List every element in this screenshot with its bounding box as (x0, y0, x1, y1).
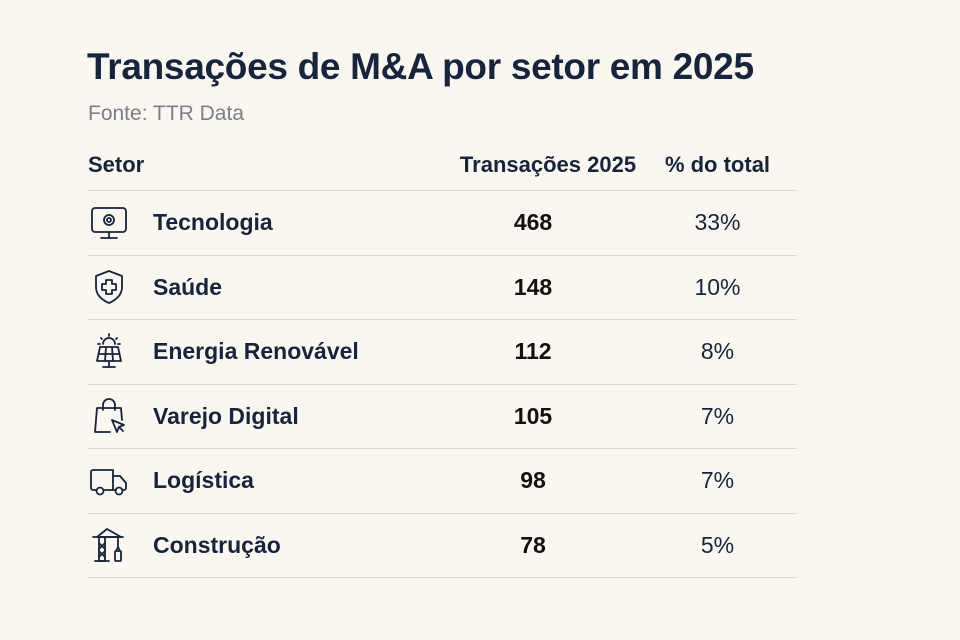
share-value: 5% (700, 531, 735, 558)
table-header: Setor Transações 2025 % do total (88, 140, 797, 191)
header-transactions: Transações 2025 (459, 152, 637, 177)
sector-table: Setor Transações 2025 % do total Tecnolo… (88, 140, 797, 578)
transactions-value: 78 (520, 531, 546, 558)
shopping-bag-cursor-icon (88, 395, 130, 437)
table-row: Varejo Digital 105 7% (88, 385, 797, 449)
table-row: Energia Renovável 112 8% (88, 320, 797, 385)
page-title: Transações de M&A por setor em 2025 (87, 46, 754, 87)
crane-icon (88, 524, 130, 566)
share-value: 8% (700, 338, 735, 365)
transactions-value: 112 (514, 338, 552, 365)
transactions-value: 98 (520, 467, 546, 494)
table-row: Saúde 148 10% (88, 256, 797, 320)
sector-label: Logística (153, 467, 254, 494)
truck-icon (88, 460, 130, 502)
header-share: % do total (664, 152, 771, 177)
transactions-value: 105 (513, 402, 553, 429)
share-value: 10% (694, 273, 741, 300)
solar-panel-icon (88, 331, 130, 373)
sector-label: Saúde (153, 273, 223, 300)
table-row: Logística 98 7% (88, 449, 797, 514)
share-value: 7% (700, 467, 735, 494)
source-note: Fonte: TTR Data (88, 102, 245, 125)
table-row: Tecnologia 468 33% (88, 191, 797, 256)
share-value: 33% (694, 209, 741, 236)
transactions-value: 468 (513, 209, 553, 236)
header-sector: Setor (88, 152, 145, 177)
sector-label: Energia Renovável (153, 338, 359, 365)
transactions-value: 148 (513, 273, 553, 300)
share-value: 7% (700, 402, 735, 429)
sector-label: Varejo Digital (153, 402, 299, 429)
table-row: Construção 78 5% (88, 514, 797, 578)
monitor-gear-icon (88, 202, 130, 244)
sector-label: Construção (153, 531, 281, 558)
shield-plus-icon (88, 266, 130, 308)
sector-label: Tecnologia (153, 209, 273, 236)
